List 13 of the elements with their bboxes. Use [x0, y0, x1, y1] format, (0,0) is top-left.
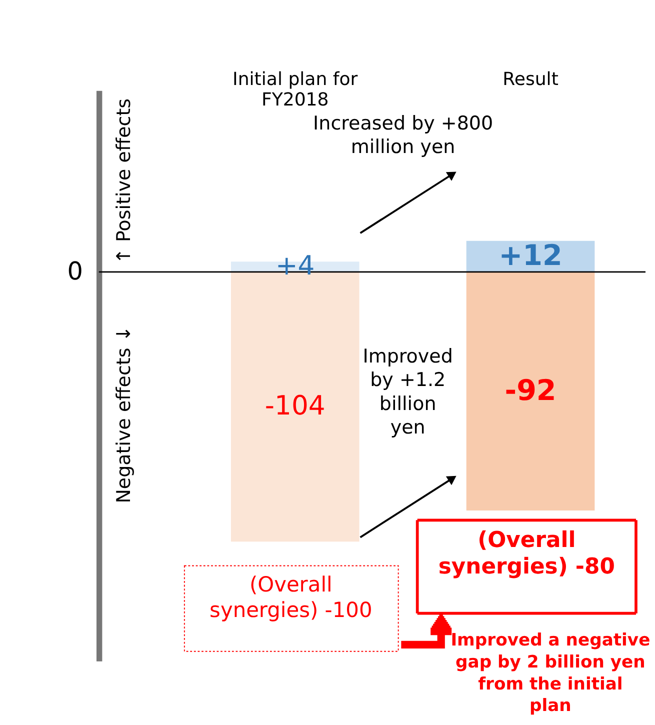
annotation: (Overall synergies) -80 — [438, 528, 615, 580]
x-tick-label: Result — [502, 68, 558, 90]
annotation: Improved by +1.2 billion yen — [362, 345, 453, 439]
annotation: Improved a negative gap by 2 billion yen from the initial plan — [450, 630, 650, 716]
data-label: +12 — [498, 238, 562, 272]
text: 0 — [67, 256, 83, 286]
annotation: Negative effects ↓ — [113, 326, 136, 504]
x-tick-label: Initial plan for FY2018 — [232, 68, 358, 111]
data-label: -104 — [264, 390, 326, 422]
annotation: (Overall synergies) -100 — [210, 572, 372, 622]
data-label: -92 — [504, 374, 556, 407]
annotation: Increased by +800 million yen — [313, 112, 494, 158]
annotation: ↑ Positive effects — [113, 98, 136, 264]
